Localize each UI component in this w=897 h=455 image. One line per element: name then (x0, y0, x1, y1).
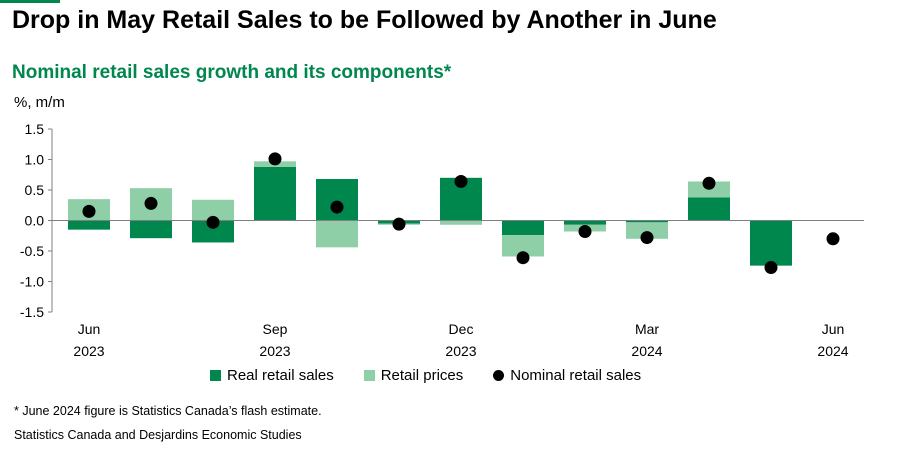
nominal-retail-sales-point (392, 217, 406, 231)
legend-label-prices: Retail prices (380, 367, 464, 384)
bar-retail-prices (502, 235, 544, 257)
bar-real-retail-sales (502, 220, 544, 236)
nominal-retail-sales-point (454, 174, 468, 188)
legend-swatch-prices (363, 370, 375, 381)
y-axis-unit-label: %, m/m (14, 94, 65, 111)
bar-real-retail-sales (254, 166, 296, 221)
y-tick-label: 1.0 (25, 152, 45, 168)
bar-retail-prices (626, 222, 668, 239)
source-note: Statistics Canada and Desjardins Economi… (14, 428, 302, 442)
nominal-retail-sales-point (206, 215, 220, 229)
nominal-retail-sales-point (764, 260, 778, 274)
legend-marker-nominal (493, 370, 505, 381)
nominal-retail-sales-point (702, 176, 716, 190)
legend-item-real: Real retail sales (210, 367, 334, 384)
chart-legend: Real retail sales Retail prices Nominal … (210, 367, 671, 384)
bar-real-retail-sales (192, 220, 234, 243)
nominal-retail-sales-point (578, 224, 592, 238)
legend-item-prices: Retail prices (363, 367, 464, 384)
chart-title: Drop in May Retail Sales to be Followed … (12, 6, 717, 34)
bar-real-retail-sales (316, 179, 358, 221)
x-tick-label-year: 2024 (631, 343, 662, 359)
legend-swatch-real (210, 370, 221, 381)
legend-label-nominal: Nominal retail sales (510, 367, 642, 384)
bar-real-retail-sales (688, 197, 730, 221)
bar-retail-prices (440, 220, 482, 225)
bar-real-retail-sales (564, 220, 606, 225)
nominal-retail-sales-point (640, 231, 654, 245)
x-tick-label-month: Jun (822, 321, 845, 337)
accent-bar (0, 0, 60, 3)
chart-subtitle: Nominal retail sales growth and its comp… (12, 62, 452, 83)
y-tick-label: -1.0 (20, 274, 44, 290)
x-tick-label-month: Sep (263, 321, 288, 337)
legend-label-real: Real retail sales (227, 367, 334, 384)
nominal-retail-sales-point (144, 196, 158, 210)
bar-real-retail-sales (130, 220, 172, 239)
bar-real-retail-sales (626, 220, 668, 223)
bar-retail-prices (316, 220, 358, 248)
nominal-retail-sales-point (82, 204, 96, 218)
footnote: * June 2024 figure is Statistics Canada’… (14, 404, 322, 418)
legend-item-nominal: Nominal retail sales (493, 367, 641, 384)
y-tick-label: 0.5 (25, 182, 45, 198)
x-tick-label-year: 2023 (259, 343, 290, 359)
nominal-retail-sales-point (330, 200, 344, 214)
y-tick-label: -0.5 (20, 243, 44, 259)
bar-real-retail-sales (750, 220, 792, 266)
y-tick-label: 1.5 (25, 121, 45, 137)
x-tick-label-month: Jun (78, 321, 101, 337)
bar-retail-prices (192, 199, 234, 221)
x-tick-label-year: 2024 (817, 343, 848, 359)
nominal-retail-sales-point (516, 251, 530, 265)
nominal-retail-sales-point (268, 152, 282, 166)
y-tick-label: -1.5 (20, 304, 44, 320)
x-tick-label-year: 2023 (73, 343, 104, 359)
x-tick-label-year: 2023 (445, 343, 476, 359)
x-tick-label-month: Dec (449, 321, 474, 337)
y-tick-label: 0.0 (25, 213, 45, 229)
x-tick-label-month: Mar (635, 321, 659, 337)
nominal-retail-sales-point (826, 232, 840, 246)
bar-real-retail-sales (68, 220, 110, 230)
